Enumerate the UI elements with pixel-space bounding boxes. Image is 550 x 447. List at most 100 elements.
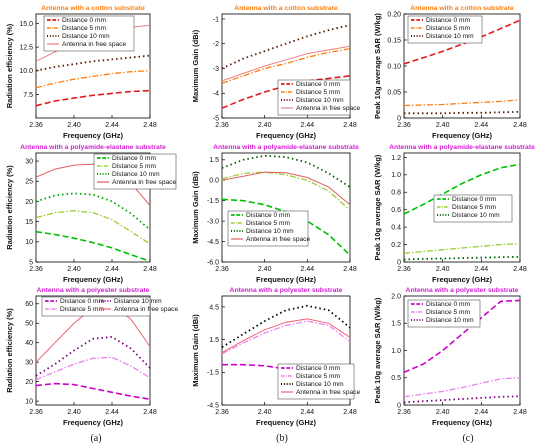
series-line-2 <box>35 210 151 245</box>
plot-frame <box>35 152 151 263</box>
series-line-4 <box>221 171 351 206</box>
legend-label: Distance 0 mm <box>296 365 340 372</box>
legend-label: Distance 5 mm <box>246 220 290 227</box>
y-tick-label: 10 <box>25 239 33 246</box>
series-line-2 <box>221 320 351 355</box>
legend-box <box>277 79 351 116</box>
legend-label: Distance 10 mm <box>426 33 474 40</box>
chart-panel-1: Antenna with a cotton substrate 2.36 2.40 2… <box>5 5 157 140</box>
panel-label-b: (b) <box>276 433 288 444</box>
y-tick-label: -1 <box>213 16 219 23</box>
x-tick-label: 2.40 <box>436 409 450 416</box>
legend-label: Distance 5 mm <box>60 306 104 313</box>
x-tick-label: 2.44 <box>475 122 489 129</box>
y-tick-label: -1.5 <box>207 370 219 377</box>
y-axis-label: Maximum Gain (dBi) <box>191 314 200 387</box>
series-line-1 <box>35 89 151 107</box>
legend-label: Distance 5 mm <box>426 309 470 316</box>
y-tick-label: -6.0 <box>207 259 219 266</box>
legend-box <box>433 194 513 223</box>
x-tick-label: 2.48 <box>143 409 157 416</box>
y-tick-label: 0.0 <box>209 178 219 185</box>
plot-frame <box>35 295 151 406</box>
y-tick-label: 5 <box>29 259 33 266</box>
legend-label: Distance 0 mm <box>60 298 104 305</box>
y-tick-label: 15.0 <box>19 21 33 28</box>
series-line-2 <box>403 377 521 398</box>
x-axis-label: Frequency (GHz) <box>432 131 493 140</box>
chart-panel-7: Antenna with a polyester substrate 2.36 2.… <box>5 287 178 427</box>
legend-label: Antenna in free space <box>246 236 310 243</box>
y-tick-label: -4 <box>213 91 219 98</box>
plot-frame <box>221 152 351 263</box>
series-line-1 <box>403 19 521 65</box>
chart-panel-4: Antenna with a polyamide-elastane substr… <box>5 144 176 284</box>
chart-panel-8: Antenna with a polyester substrate 2.36 2.… <box>191 287 360 427</box>
y-tick-label: 0.4 <box>391 225 401 232</box>
y-axis-label: Radiation efficiency (%) <box>5 165 14 250</box>
series-line-1 <box>35 230 151 262</box>
y-tick-label: 20 <box>25 199 33 206</box>
x-tick-label: 2.44 <box>301 266 315 273</box>
legend-label: Distance 5 mm <box>112 163 156 170</box>
x-tick-label: 2.44 <box>301 409 315 416</box>
x-tick-label: 2.40 <box>436 122 450 129</box>
legend-label: Distance 0 mm <box>452 196 496 203</box>
y-tick-label: 1.5 <box>209 337 219 344</box>
y-tick-label: 10 <box>25 399 33 406</box>
series-line-3 <box>221 304 351 348</box>
series-line-3 <box>35 54 151 72</box>
y-tick-label: 1.0 <box>391 172 401 179</box>
legend-label: Distance 0 mm <box>296 81 340 88</box>
chart-title: Antenna with a polyester substrate <box>230 287 343 294</box>
x-tick-label: 2.48 <box>513 409 527 416</box>
series-line-3 <box>404 110 521 115</box>
legend-label: Distance 5 mm <box>452 204 496 211</box>
y-tick-label: 30 <box>25 360 33 367</box>
legend-label: Distance 0 mm <box>112 155 156 162</box>
y-axis-label: Peak 10g average SAR (W/kg) <box>373 297 382 403</box>
x-tick-label: 2.36 <box>215 122 229 129</box>
x-tick-label: 2.36 <box>397 122 411 129</box>
y-tick-label: 0.5 <box>391 375 401 382</box>
chart-title: Antenna with a cotton substrate <box>234 5 338 12</box>
x-axis-label: Frequency (GHz) <box>63 418 124 427</box>
legend-label: Distance 0 mm <box>426 301 470 308</box>
legend-label: Distance 10 mm <box>296 381 344 388</box>
chart-title: Antenna with a polyamide-elastane substr… <box>389 144 535 151</box>
legend-label: Antenna in free space <box>62 41 126 48</box>
legend-label: Antenna in free space <box>114 306 178 313</box>
y-tick-label: 50 <box>25 321 33 328</box>
series-line-4 <box>221 45 351 82</box>
x-tick-label: 2.48 <box>343 266 357 273</box>
legend-label: Distance 5 mm <box>296 373 340 380</box>
y-tick-label: 12.5 <box>19 44 33 51</box>
series-line-3 <box>35 335 151 377</box>
x-tick-label: 2.44 <box>105 122 119 129</box>
series-line-2 <box>35 70 151 89</box>
y-tick-label: 0 <box>397 402 401 409</box>
legend-label: Distance 0 mm <box>426 17 470 24</box>
chart-title: Antenna with a cotton substrate <box>410 5 514 12</box>
y-tick-label: 7.5 <box>23 92 33 99</box>
y-tick-label: 0.2 <box>391 242 401 249</box>
legend-label: Distance 5 mm <box>296 89 340 96</box>
x-tick-label: 2.44 <box>475 266 489 273</box>
x-axis-label: Frequency (GHz) <box>432 275 493 284</box>
panel-label-c: (c) <box>462 433 473 444</box>
x-tick-label: 2.36 <box>397 409 411 416</box>
x-tick-label: 2.40 <box>258 122 272 129</box>
y-axis-label: Radiation efficiency (%) <box>5 23 14 108</box>
legend-label: Distance 0 mm <box>246 212 290 219</box>
y-tick-label: 1.5 <box>209 157 219 164</box>
legend-label: Distance 10 mm <box>112 171 160 178</box>
x-tick-label: 2.40 <box>258 266 272 273</box>
y-tick-label: 0.8 <box>391 190 401 197</box>
series-line-2 <box>403 243 521 254</box>
x-tick-label: 2.36 <box>397 266 411 273</box>
legend-label: Distance 10 mm <box>296 97 344 104</box>
